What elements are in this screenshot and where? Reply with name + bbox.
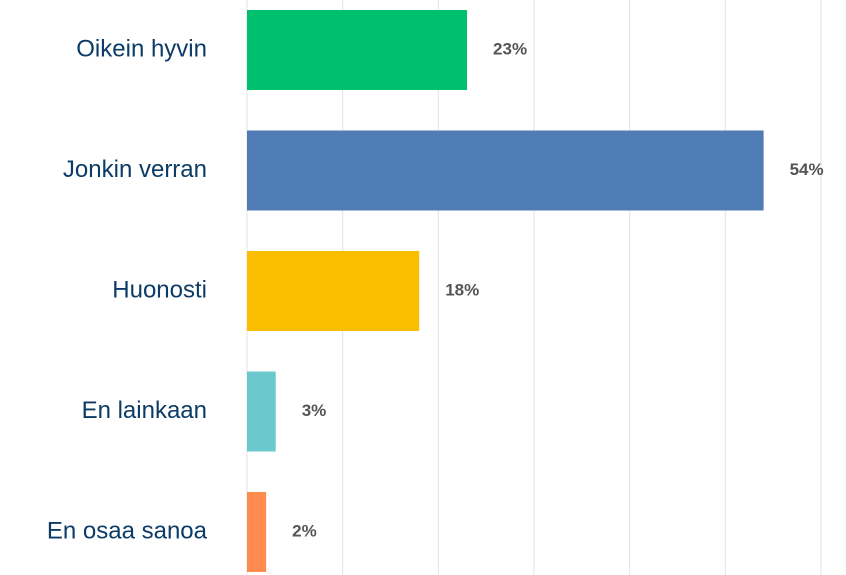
bar (247, 492, 267, 572)
category-label: Huonosti (112, 276, 207, 303)
category-label: Jonkin verran (63, 156, 207, 183)
category-label: Oikein hyvin (76, 35, 207, 62)
bar (247, 371, 276, 452)
value-label: 54% (790, 160, 824, 179)
category-label: En osaa sanoa (47, 517, 208, 544)
value-label: 2% (292, 521, 317, 540)
bar (247, 130, 764, 211)
value-label: 18% (445, 280, 479, 299)
bar (247, 251, 420, 331)
value-label: 23% (493, 39, 527, 58)
category-label: En lainkaan (82, 397, 207, 424)
bar (247, 10, 468, 90)
value-label: 3% (302, 401, 327, 420)
